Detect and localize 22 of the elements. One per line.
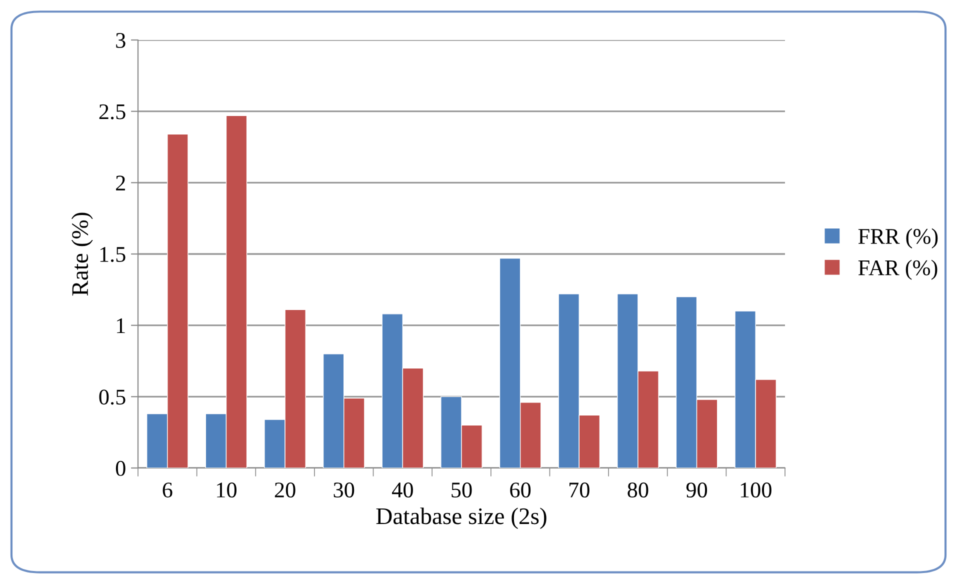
y-tick-label: 2.5	[99, 104, 126, 120]
y-tick-label: 1.5	[100, 247, 126, 262]
x-tick-label: 20	[274, 482, 296, 498]
x-tick-label: 60	[510, 482, 531, 498]
x-tick-label: 80	[628, 482, 648, 498]
legend-label: FRR (%)	[858, 228, 938, 248]
x-tick-label: 50	[452, 482, 472, 498]
legend-label: FAR (%)	[858, 260, 938, 280]
y-tick-label: 3	[116, 32, 126, 48]
x-tick-label: 6	[162, 482, 172, 498]
x-axis-title: Database size (2s)	[376, 508, 546, 530]
x-tick-label: 100	[740, 482, 772, 498]
x-tick-label: 30	[334, 482, 354, 498]
y-tick-label: 0	[116, 460, 126, 476]
y-axis-title: Rate (%)	[71, 212, 93, 296]
x-tick-label: 40	[392, 482, 413, 498]
x-tick-label: 70	[569, 482, 590, 498]
y-tick-label: 2	[116, 176, 125, 190]
x-tick-label: 10	[217, 482, 236, 498]
x-tick-label: 90	[686, 482, 708, 498]
y-tick-label: 0.5	[99, 390, 126, 405]
y-tick-label: 1	[117, 318, 125, 334]
